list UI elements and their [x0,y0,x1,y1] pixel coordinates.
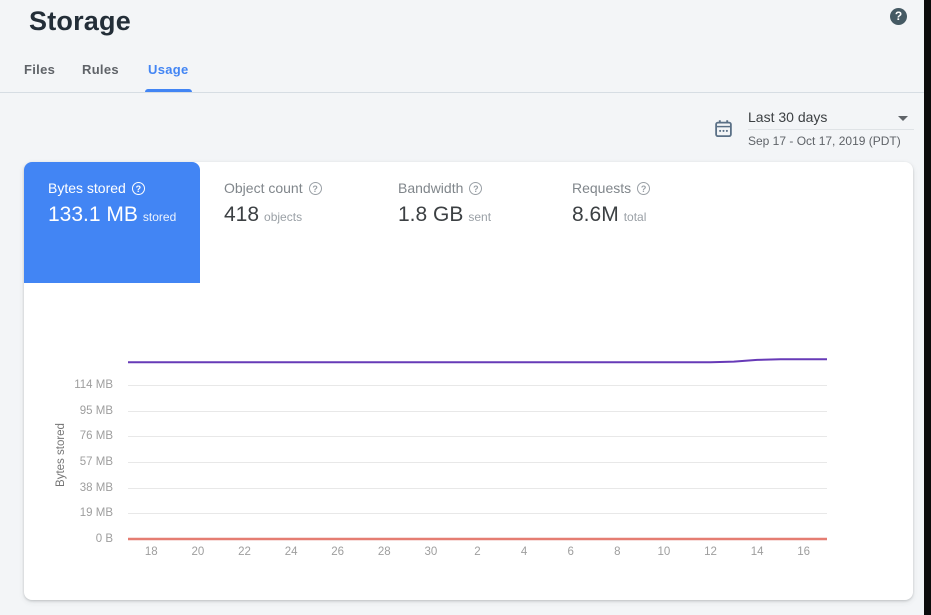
x-tick-label: 30 [424,546,438,558]
y-tick-label: 57 MB [79,456,113,468]
metric-value: 1.8 GB [398,203,464,226]
y-tick-label: 114 MB [74,379,113,391]
gridline [128,513,827,515]
metric-help-icon[interactable]: ? [469,181,483,195]
metric-value: 8.6M [572,203,619,226]
metric-unit: stored [142,210,177,224]
metric-help-icon[interactable]: ? [131,181,145,195]
y-tick-label: 19 MB [79,507,113,520]
tabs-divider [0,92,924,93]
metric-card-bytes-stored[interactable]: Bytes stored ? 133.1 MB stored [24,162,200,283]
gridline [128,385,827,386]
metric-card-bandwidth[interactable]: Bandwidth ? 1.8 GB sent [374,162,548,283]
x-tick-label: 12 [704,546,717,558]
metric-value-row: 1.8 GB sent [398,203,548,227]
metric-value-row: 133.1 MB stored [48,203,200,227]
series-line-bytes-stored [128,358,827,364]
metric-unit: objects [264,210,303,224]
metric-value: 133.1 MB [48,203,138,226]
metric-value-row: 8.6M total [572,203,722,227]
question-mark-icon: ? [894,9,903,23]
metric-unit: total [623,210,647,224]
metric-unit: sent [468,210,492,224]
tab-bar: Files Rules Usage [0,62,924,92]
gridline [128,436,827,438]
x-tick-label: 2 [474,546,481,558]
line-chart-plot-area [128,340,827,545]
metric-label-text: Bandwidth [398,180,464,196]
x-tick-label: 18 [144,546,158,558]
y-tick-label: 76 MB [79,430,113,443]
dropdown-caret-icon[interactable] [898,116,908,121]
x-tick-label: 28 [377,546,391,558]
x-axis-tick-labels: 18 20 22 24 26 28 30 2 4 6 8 10 12 14 16 [128,546,827,562]
date-range-selector[interactable]: Last 30 days Sep 17 - Oct 17, 2019 (PDT) [705,104,917,152]
date-range-detail: Sep 17 - Oct 17, 2019 (PDT) [748,134,901,148]
x-tick-label: 8 [614,546,621,558]
x-tick-label: 14 [750,546,764,558]
x-tick-label: 4 [520,546,528,558]
tab-rules[interactable]: Rules [82,62,119,77]
date-range-underline [748,129,914,130]
x-tick-label: 20 [191,546,205,558]
y-tick-label: 38 MB [79,481,113,494]
metric-label: Requests ? [572,180,722,196]
metric-label-text: Requests [572,180,632,196]
metric-label-text: Bytes stored [48,180,126,196]
x-tick-label: 24 [284,546,298,558]
metric-label: Object count ? [224,180,374,196]
usage-panel: Bytes stored ? 133.1 MB stored Object co… [24,162,913,600]
gridline [128,462,827,463]
metric-label: Bytes stored ? [48,180,200,196]
x-tick-label: 16 [797,546,811,558]
page-title: Storage [29,6,131,36]
x-tick-label: 10 [657,546,671,558]
metric-card-requests[interactable]: Requests ? 8.6M total [548,162,722,283]
metric-label-text: Object count [224,180,303,196]
help-button[interactable]: ? [890,8,907,25]
date-range-label: Last 30 days [748,109,828,125]
screenshot-edge-strip [924,0,931,615]
y-tick-label: 0 B [95,533,113,545]
x-tick-label: 22 [238,546,251,558]
metric-card-object-count[interactable]: Object count ? 418 objects [200,162,374,283]
metric-value-row: 418 objects [224,203,374,227]
metric-value: 418 [224,203,260,226]
x-tick-label: 6 [567,546,574,558]
x-tick-label: 26 [331,546,345,558]
metric-help-icon[interactable]: ? [308,181,322,195]
calendar-icon [715,120,732,137]
tab-usage[interactable]: Usage [145,62,192,92]
y-tick-label: 95 MB [79,404,113,417]
gridline [128,410,827,412]
tab-files[interactable]: Files [24,62,56,77]
gridline [128,487,827,489]
y-axis-tick-labels: 114 MB 95 MB 76 MB 57 MB 38 MB 19 MB 0 B [24,340,113,545]
metric-help-icon[interactable]: ? [637,181,651,195]
metric-label: Bandwidth ? [398,180,548,196]
chart-series-svg [128,358,827,541]
